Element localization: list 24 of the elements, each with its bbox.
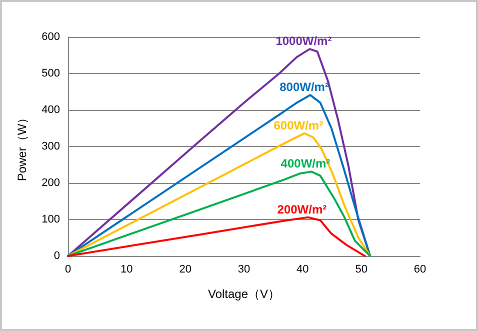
x-tick-label: 50 <box>355 264 368 276</box>
x-axis-title: Voltage（V） <box>208 287 280 301</box>
x-tick-label: 60 <box>414 264 426 276</box>
x-tick-label: 10 <box>120 264 133 276</box>
y-tick-label: 200 <box>42 177 60 189</box>
x-tick-label: 30 <box>238 264 250 276</box>
y-tick-label: 600 <box>42 31 60 43</box>
line-series <box>67 94 372 257</box>
x-tick-label: 0 <box>64 264 72 276</box>
y-tick-label: 100 <box>42 214 60 226</box>
y-tick-label: 400 <box>42 104 60 116</box>
x-tick-label: 40 <box>296 264 309 276</box>
series-label: 1000W/m² <box>276 34 332 48</box>
y-tick-label: 0 <box>54 250 60 262</box>
series-label: 600W/m² <box>274 118 324 132</box>
line-series <box>67 132 372 257</box>
line-series <box>67 216 366 257</box>
y-tick-label: 500 <box>42 68 60 80</box>
series-label: 200W/m² <box>277 202 327 216</box>
y-tick-label: 300 <box>42 140 60 152</box>
x-tick-label: 20 <box>179 264 192 276</box>
line-series <box>67 170 372 257</box>
y-axis-title: Power（W） <box>15 112 29 182</box>
series-label: 800W/m² <box>280 80 329 94</box>
